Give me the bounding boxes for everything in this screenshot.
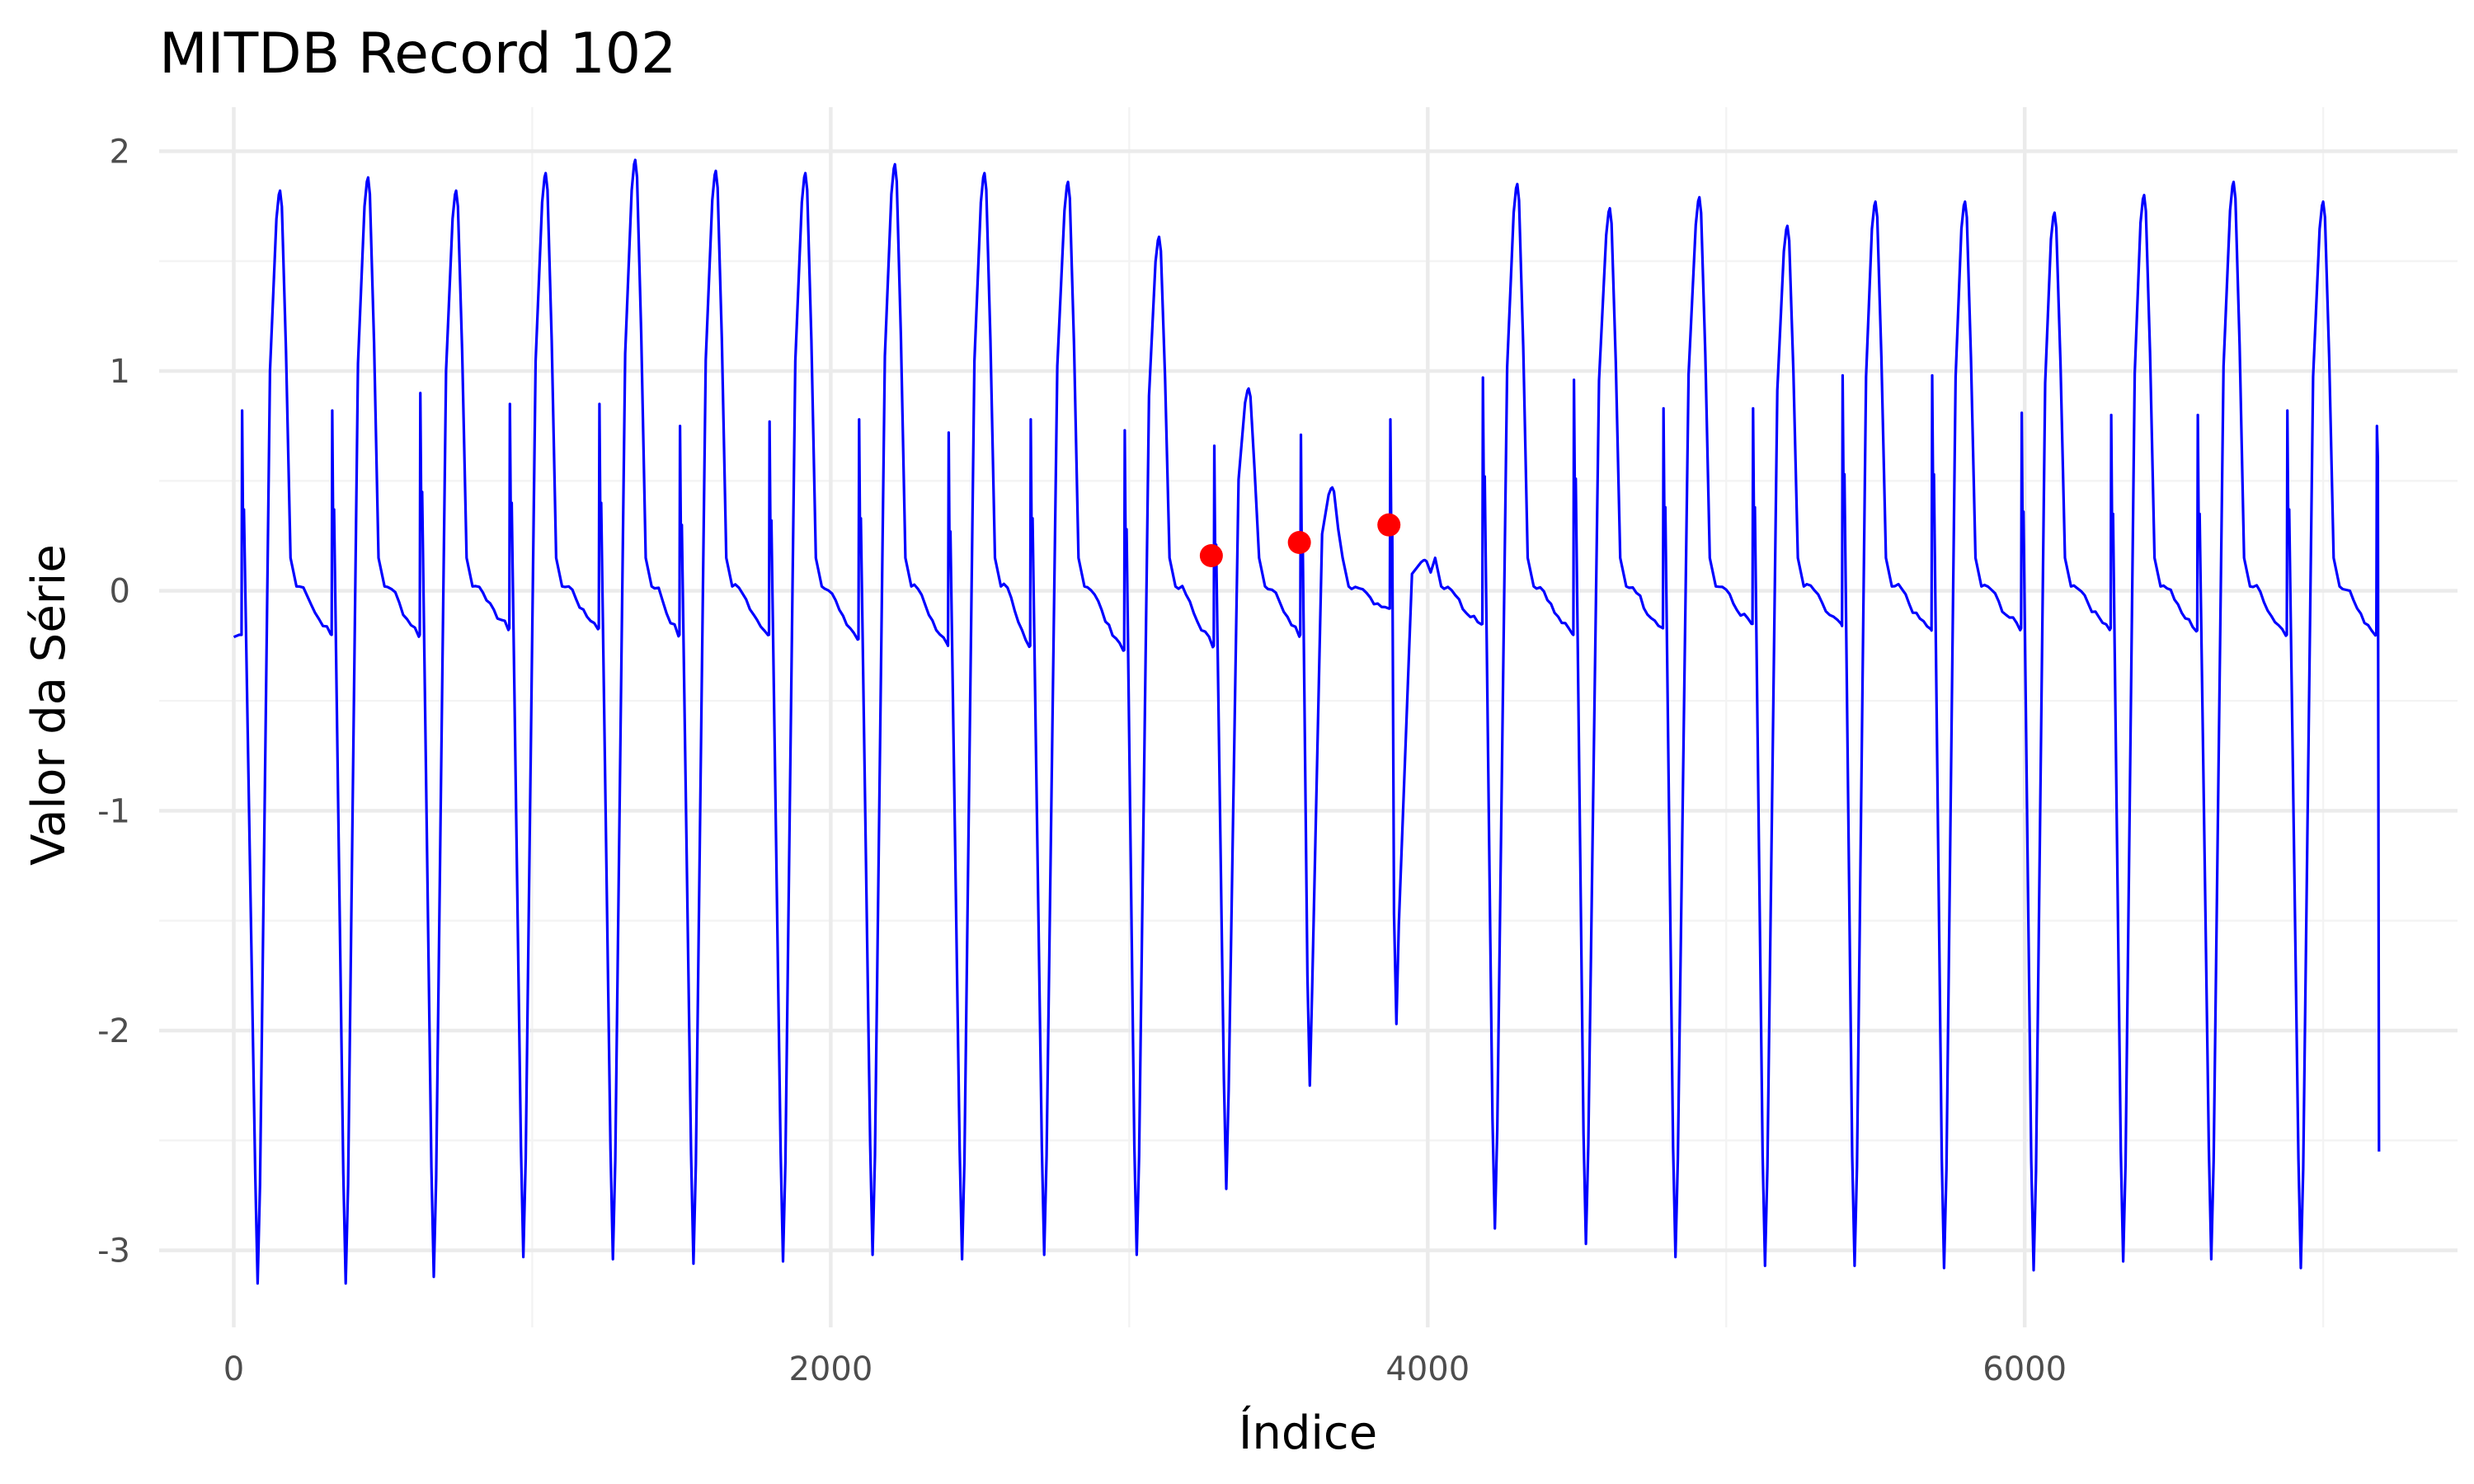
x-tick-label: 6000: [1982, 1350, 2067, 1388]
x-tick-label: 2000: [788, 1350, 872, 1388]
y-axis-ticks: -3 -2 -1 0 1 2: [97, 133, 130, 1270]
anomaly-points: [1199, 513, 1401, 567]
x-axis-ticks: 0 2000 4000 6000: [223, 1350, 2067, 1388]
x-tick-label: 0: [223, 1350, 244, 1388]
anomaly-point: [1287, 531, 1311, 554]
y-tick-label: -3: [97, 1233, 130, 1270]
chart-title: MITDB Record 102: [159, 21, 676, 87]
anomaly-point: [1377, 513, 1401, 537]
series-layer: [233, 158, 2381, 1285]
y-tick-label: 2: [110, 133, 130, 171]
x-axis-title: Índice: [1239, 1406, 1377, 1460]
anomaly-point: [1199, 544, 1223, 567]
ecg-series-line: [233, 158, 2381, 1285]
y-axis-title: Valor da Série: [22, 544, 76, 866]
y-tick-label: 1: [110, 353, 130, 391]
y-tick-label: 0: [110, 573, 130, 611]
y-tick-label: -1: [97, 792, 130, 830]
y-tick-label: -2: [97, 1012, 130, 1050]
x-tick-label: 4000: [1385, 1350, 1470, 1388]
